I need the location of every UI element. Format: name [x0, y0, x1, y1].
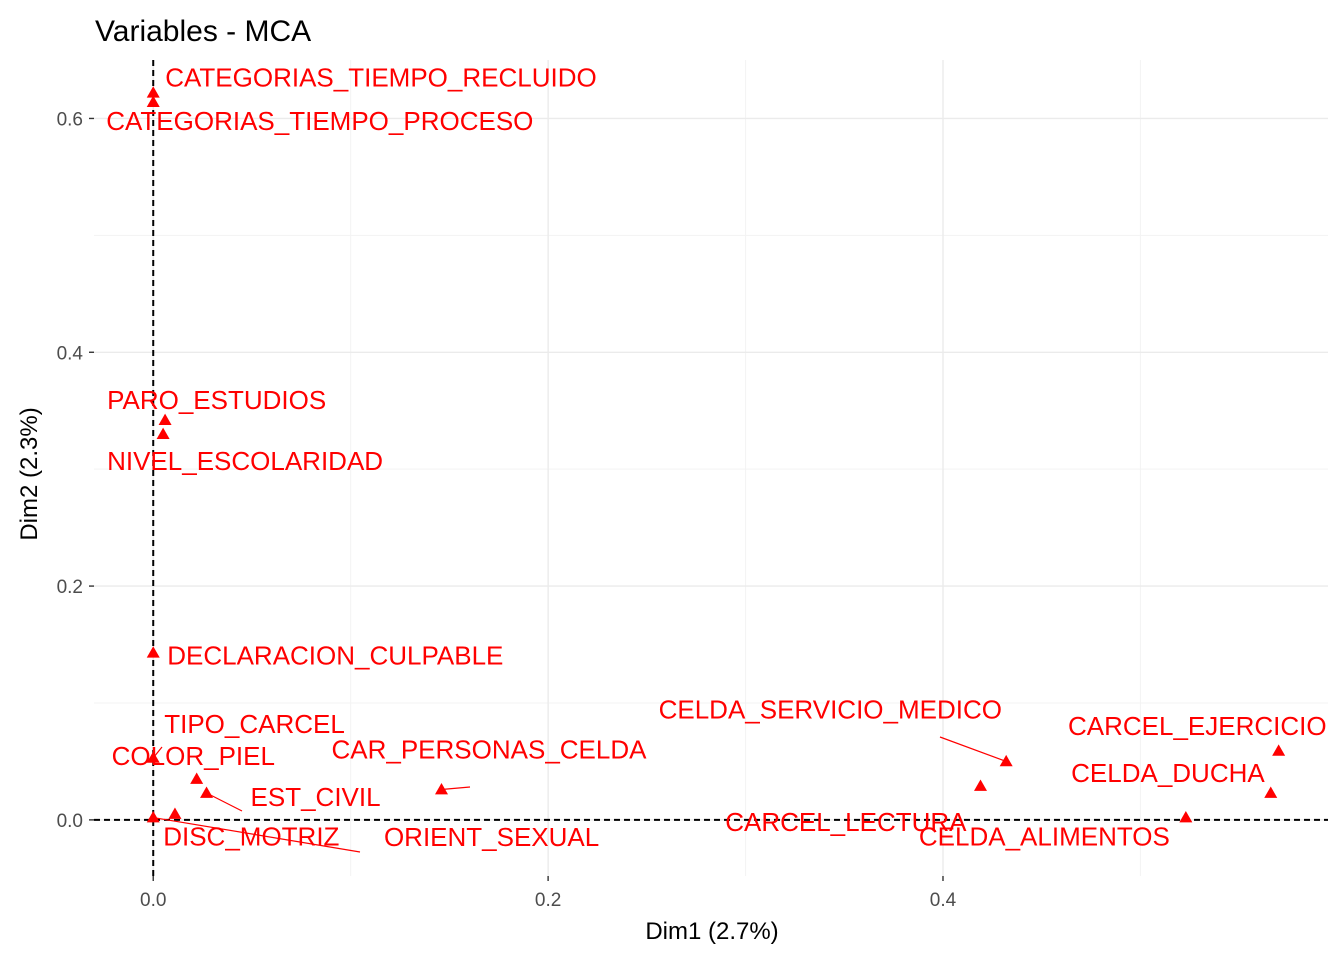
point-label: CELDA_ALIMENTOS: [919, 822, 1170, 852]
data-point: [146, 86, 160, 98]
point-label: CELDA_SERVICIO_MEDICO: [659, 694, 1002, 724]
point-label: CATEGORIAS_TIEMPO_PROCESO: [106, 106, 533, 136]
data-point: [158, 413, 172, 425]
chart-title: Variables - MCA: [95, 15, 311, 48]
label-leader-line: [206, 792, 243, 812]
data-point: [190, 772, 204, 784]
x-tick-label: 0.4: [930, 890, 957, 911]
point-label: CATEGORIAS_TIEMPO_RECLUIDO: [165, 63, 597, 93]
point-label: CARCEL_LECTURA: [725, 807, 967, 837]
data-point: [146, 751, 160, 763]
data-point: [1264, 786, 1278, 798]
x-tick-label: 0.2: [535, 890, 561, 911]
axis-ticks: 0.0 0.2 0.4 0.0 0.2 0.4 0.6: [57, 109, 957, 911]
point-label: COLOR_PIEL: [112, 741, 275, 771]
data-point: [168, 807, 182, 819]
point-label: PARO_ESTUDIOS: [107, 385, 326, 415]
data-point: [999, 754, 1013, 767]
reference-lines: [94, 60, 1328, 876]
label-leader-line: [939, 736, 1007, 762]
point-label: EST_CIVIL: [251, 782, 381, 812]
point-label: NIVEL_ESCOLARIDAD: [107, 446, 383, 476]
data-points: [146, 86, 1286, 823]
y-axis-title: Dim2 (2.3%): [16, 407, 43, 540]
data-labels: CATEGORIAS_TIEMPO_RECLUIDO CATEGORIAS_TIE…: [106, 63, 1326, 852]
data-point: [434, 782, 448, 795]
grid: [94, 60, 1328, 876]
data-point: [146, 811, 160, 823]
data-point: [200, 786, 214, 798]
data-point: [1272, 744, 1286, 756]
point-label: ORIENT_SEXUAL: [384, 822, 599, 852]
label-leader-line: [153, 816, 361, 853]
x-tick-label: 0.0: [140, 890, 166, 911]
point-label: TIPO_CARCEL: [164, 709, 345, 739]
data-point: [146, 646, 160, 658]
y-tick-label: 0.0: [57, 811, 83, 832]
point-label: CAR_PERSONAS_CELDA: [331, 734, 647, 764]
point-label: DECLARACION_CULPABLE: [167, 641, 503, 671]
y-tick-label: 0.2: [57, 577, 83, 598]
label-leader-line: [441, 786, 471, 791]
data-point: [146, 95, 160, 107]
point-label: DISC_MOTRIZ: [163, 822, 339, 852]
data-point: [156, 427, 170, 439]
data-point: [1179, 811, 1193, 823]
x-axis-title: Dim1 (2.7%): [645, 918, 778, 945]
label-segments: [152, 736, 1007, 853]
point-label: CARCEL_EJERCICIO: [1068, 711, 1327, 741]
data-point: [974, 779, 988, 791]
y-tick-label: 0.4: [57, 343, 84, 364]
y-tick-label: 0.6: [57, 109, 83, 130]
point-label: CELDA_DUCHA: [1071, 758, 1265, 788]
